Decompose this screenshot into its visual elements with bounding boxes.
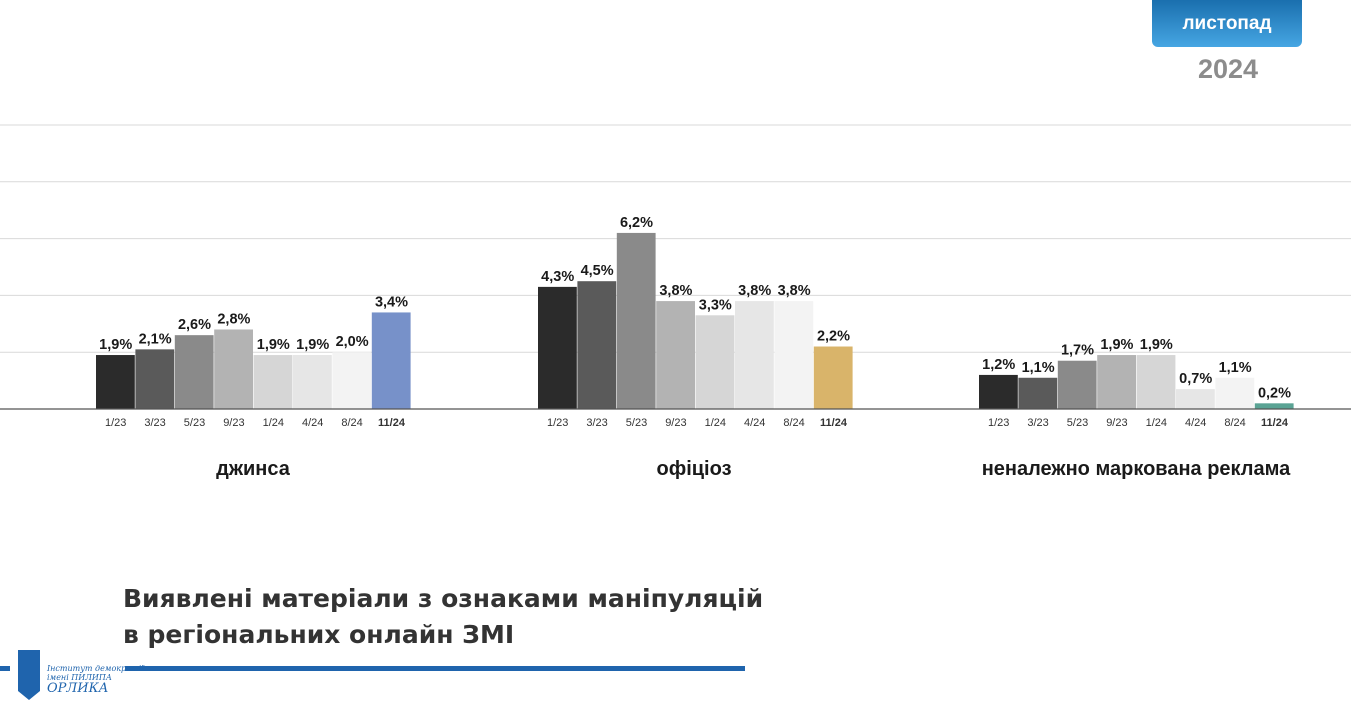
- bar-value-label: 2,8%: [217, 311, 250, 327]
- bar: [735, 301, 774, 409]
- bar: [616, 232, 656, 409]
- x-tick-label: 9/23: [223, 417, 244, 429]
- group-label-dzhynsa: джинса: [216, 458, 290, 480]
- bar: [774, 301, 814, 409]
- bar-value-label: 0,7%: [1179, 371, 1212, 387]
- bar-chart: 1,9% 1/23 2,1% 3/23 2,6% 5/23 2,8% 9/23 1,9% 1/24…: [0, 124, 1351, 429]
- x-tick-label: 3/23: [586, 417, 607, 429]
- bar: [695, 315, 735, 409]
- bar: [538, 286, 577, 409]
- bar-value-label: 3,8%: [659, 283, 692, 299]
- x-tick-label: 9/23: [1106, 417, 1127, 429]
- bar-value-label: 3,3%: [699, 297, 732, 313]
- month-badge: листопад: [1152, 0, 1302, 47]
- logo-line1: Інститут демократії: [47, 664, 144, 673]
- rule-left: [0, 666, 10, 671]
- logo-text: Інститут демократії імені ПИЛИПА ОРЛИКА: [47, 664, 144, 696]
- bar-value-label: 1,9%: [99, 337, 132, 353]
- x-tick-label: 8/24: [783, 417, 804, 429]
- bar: [656, 301, 695, 409]
- x-tick-label: 5/23: [184, 417, 205, 429]
- bar: [135, 349, 175, 409]
- x-tick-label: 4/24: [1185, 417, 1206, 429]
- bar-value-label: 0,2%: [1258, 385, 1291, 401]
- x-tick-label: 3/23: [1027, 417, 1048, 429]
- bar: [293, 355, 332, 409]
- bar-value-label: 3,8%: [778, 283, 811, 299]
- bar: [979, 374, 1018, 409]
- bar: [577, 281, 617, 409]
- logo-emblem-icon: [18, 650, 40, 700]
- x-tick-label: 8/24: [341, 417, 362, 429]
- year-label: 2024: [1198, 54, 1259, 84]
- bar: [1254, 403, 1294, 409]
- bar: [253, 355, 293, 409]
- bar: [332, 352, 372, 409]
- bar-value-label: 3,8%: [738, 283, 771, 299]
- bar: [1215, 377, 1255, 409]
- bar-value-label: 1,9%: [296, 337, 329, 353]
- bar-value-label: 4,5%: [581, 263, 614, 279]
- bar-value-label: 2,2%: [817, 329, 850, 345]
- x-tick-label: 1/24: [1146, 417, 1167, 429]
- x-tick-label: 4/24: [744, 417, 765, 429]
- group-label-ofitsioz: офіціоз: [656, 458, 732, 480]
- month-label: листопад: [1182, 12, 1272, 34]
- x-tick-label: 1/23: [547, 417, 568, 429]
- bar-value-label: 1,1%: [1219, 360, 1252, 376]
- logo-line3: ОРЛИКА: [47, 681, 109, 696]
- logo: Інститут демократії імені ПИЛИПА ОРЛИКА: [18, 648, 144, 702]
- x-tick-label: 4/24: [302, 417, 323, 429]
- bar: [174, 335, 214, 409]
- x-tick-label: 11/24: [1261, 417, 1289, 429]
- x-tick-label: 1/24: [263, 417, 284, 429]
- x-tick-label: 5/23: [626, 417, 647, 429]
- page-title-line2: в регіональних онлайн ЗМІ: [123, 620, 515, 649]
- page-title: Виявлені матеріали з ознаками маніпуляці…: [123, 581, 763, 653]
- bar-value-label: 4,3%: [541, 269, 574, 285]
- x-tick-label: 8/24: [1224, 417, 1245, 429]
- x-tick-label: 5/23: [1067, 417, 1088, 429]
- bar: [1136, 355, 1176, 409]
- x-tick-label: 9/23: [665, 417, 686, 429]
- bar-value-label: 2,0%: [336, 334, 369, 350]
- page-title-line1: Виявлені матеріали з ознаками маніпуляці…: [123, 584, 764, 613]
- bar: [371, 312, 411, 409]
- bar-value-label: 1,9%: [257, 337, 290, 353]
- bar-value-label: 6,2%: [620, 215, 653, 231]
- x-tick-label: 11/24: [378, 417, 406, 429]
- bar: [1057, 360, 1097, 409]
- bar-value-label: 1,9%: [1140, 337, 1173, 353]
- bar: [1176, 389, 1215, 409]
- bar: [1018, 377, 1058, 409]
- bar-value-label: 1,2%: [982, 357, 1015, 373]
- bar: [96, 355, 135, 409]
- bar: [1097, 355, 1136, 409]
- x-tick-label: 11/24: [820, 417, 848, 429]
- bar-value-label: 1,7%: [1061, 343, 1094, 359]
- bar: [214, 329, 253, 409]
- bar-value-label: 2,1%: [139, 331, 172, 347]
- bar-value-label: 2,6%: [178, 317, 211, 333]
- bar-value-label: 1,9%: [1100, 337, 1133, 353]
- title-underline: [125, 666, 745, 671]
- x-tick-label: 1/24: [705, 417, 726, 429]
- x-tick-label: 1/23: [105, 417, 126, 429]
- bar-value-label: 3,4%: [375, 294, 408, 310]
- group-label-reklama: неналежно маркована реклама: [981, 458, 1291, 480]
- x-tick-label: 3/23: [144, 417, 165, 429]
- bar: [813, 346, 853, 409]
- logo-line2: імені ПИЛИПА: [47, 673, 112, 682]
- x-tick-label: 1/23: [988, 417, 1009, 429]
- bar-value-label: 1,1%: [1022, 360, 1055, 376]
